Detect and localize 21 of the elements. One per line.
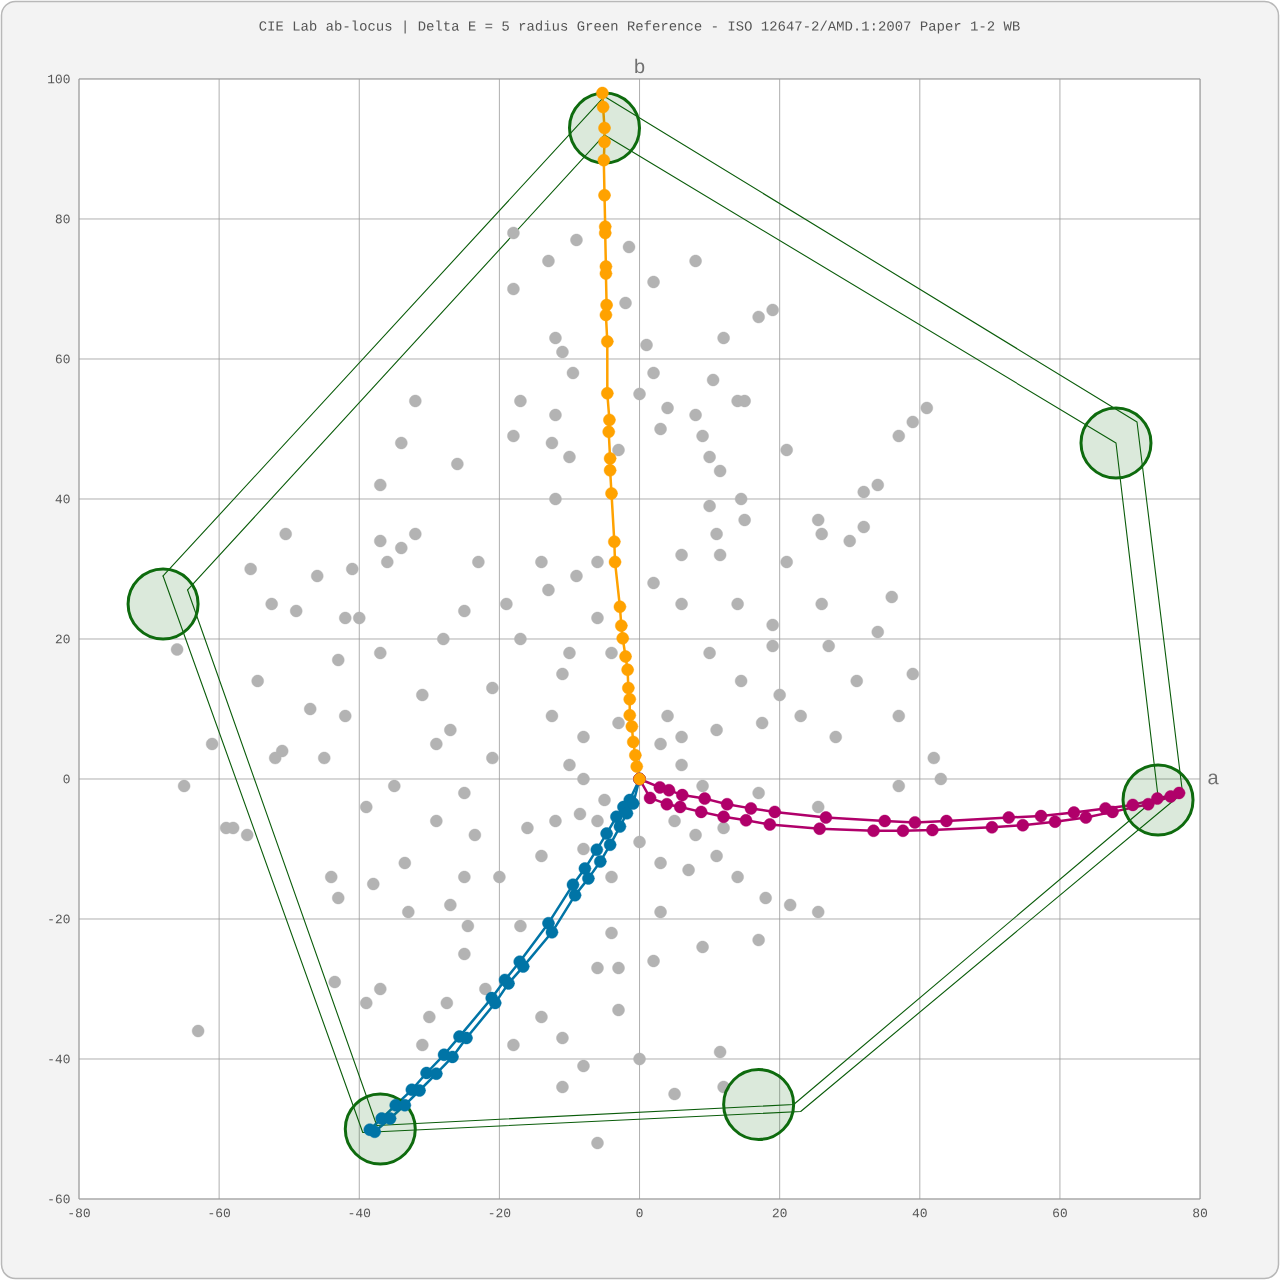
- x-tick-label: 80: [1193, 1208, 1208, 1218]
- y-tick-label: 60: [55, 354, 70, 364]
- x-tick-label: -20: [489, 1208, 511, 1218]
- x-tick-label: 20: [772, 1208, 787, 1218]
- x-tick-label: 60: [1053, 1208, 1067, 1218]
- x-axis-title: a: [1208, 773, 1219, 785]
- y-tick-label: -20: [49, 914, 70, 924]
- x-tick-label: -40: [349, 1208, 371, 1218]
- x-tick-label: 40: [912, 1208, 927, 1218]
- y-tick-label: 20: [55, 634, 70, 644]
- y-axis-title: b: [635, 58, 645, 74]
- x-tick-label: -60: [209, 1208, 230, 1218]
- y-tick-label: 100: [48, 74, 70, 84]
- y-tick-label: -40: [49, 1054, 70, 1064]
- y-tick-label: 80: [55, 214, 70, 224]
- chart-title: CIE Lab ab-locus | Delta E = 5 radius Green Reference - ISO 12647-2/AMD.1:2007 Paper 1-2 WB: [259, 20, 1020, 34]
- x-tick-label: 0: [636, 1208, 643, 1218]
- x-tick-label: -80: [69, 1208, 90, 1218]
- y-tick-label: 40: [55, 494, 70, 504]
- y-tick-label: -60: [49, 1194, 70, 1204]
- y-tick-label: 0: [63, 774, 70, 784]
